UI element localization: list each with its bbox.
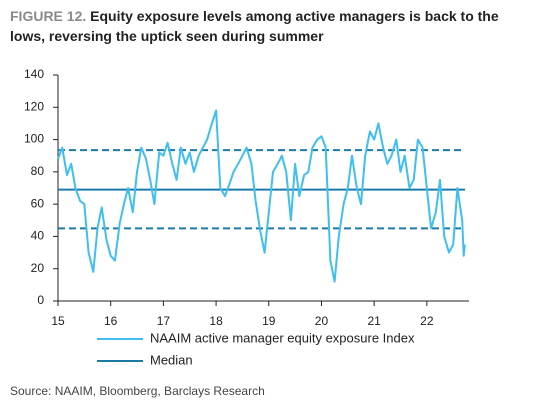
y-tick-label: 100 bbox=[24, 132, 44, 146]
x-tick-label: 19 bbox=[262, 314, 276, 328]
x-tick-label: 18 bbox=[209, 314, 223, 328]
y-tick-label: 140 bbox=[24, 67, 44, 81]
legend-label: NAAIM active manager equity exposure Ind… bbox=[150, 330, 415, 345]
figure-label: FIGURE 12. bbox=[10, 8, 87, 24]
x-tick-label: 17 bbox=[157, 314, 171, 328]
y-tick-label: 80 bbox=[31, 164, 45, 178]
x-tick-label: 22 bbox=[420, 314, 434, 328]
chart-title: Equity exposure levels among active mana… bbox=[10, 8, 499, 44]
x-tick-label: 16 bbox=[104, 314, 118, 328]
legend-label: Median bbox=[150, 352, 193, 367]
x-tick-label: 21 bbox=[367, 314, 381, 328]
x-tick-label: 15 bbox=[51, 314, 65, 328]
y-tick-label: 0 bbox=[37, 293, 44, 307]
series-line bbox=[57, 109, 466, 283]
y-tick-label: 20 bbox=[31, 261, 45, 275]
y-tick-label: 60 bbox=[31, 196, 45, 210]
chart: 0 20 40 60 80 100 120 140 15 16 17 18 19 20 21 22 NAAIM … bbox=[24, 67, 469, 367]
y-tick-label: 120 bbox=[24, 99, 44, 113]
y-tick-label: 40 bbox=[31, 229, 45, 243]
source: Source: NAAIM, Bloomberg, Barclays Resea… bbox=[10, 384, 265, 398]
x-tick-label: 20 bbox=[315, 314, 329, 328]
title: FIGURE 12. Equity exposure levels among … bbox=[10, 6, 530, 46]
